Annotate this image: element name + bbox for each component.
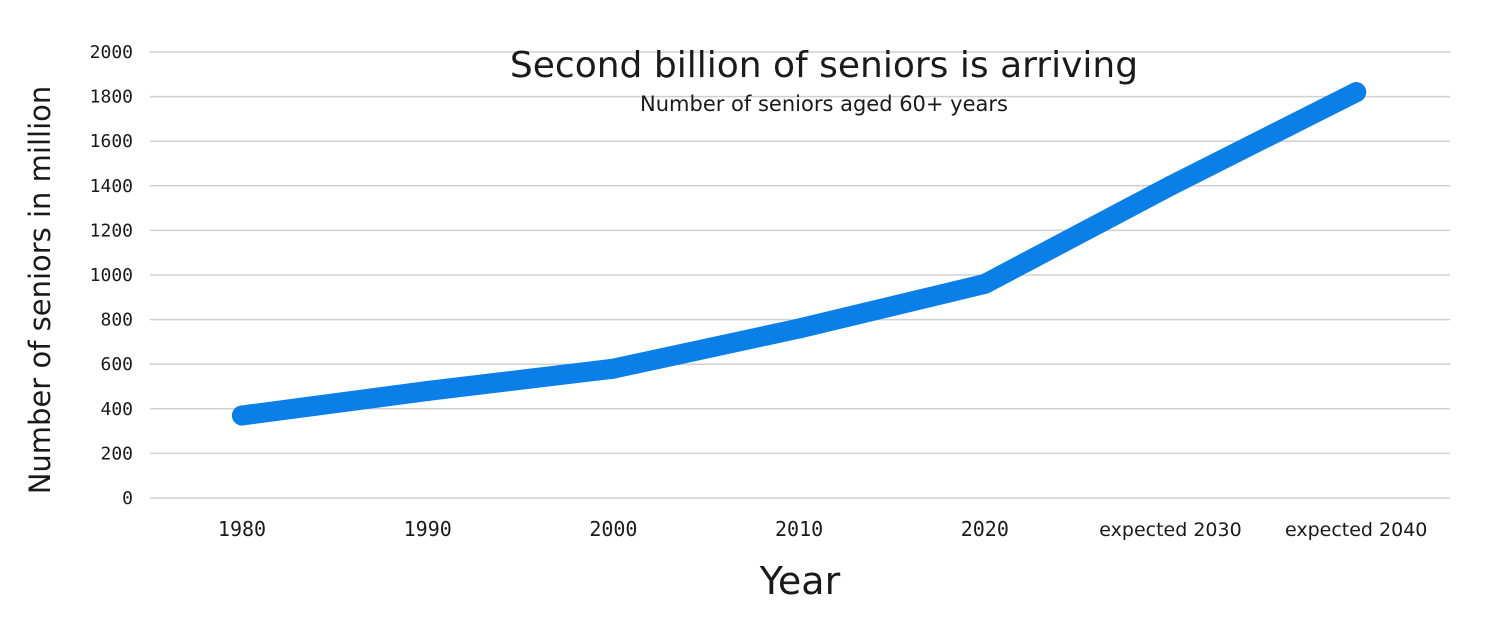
- y-axis-label: Number of seniors in million: [23, 86, 57, 495]
- x-tick-label-3: 2010: [775, 517, 823, 541]
- y-tick-label-1800: 1800: [90, 87, 133, 108]
- x-tick-labels: 1980 1990 2000 2010 2020 expected 2030 expecte…: [218, 517, 1427, 541]
- data-point-2020: [974, 273, 995, 294]
- y-tick-label-2000: 2000: [90, 42, 133, 63]
- data-point-expected-2040: [1346, 82, 1367, 103]
- y-tick-label-1200: 1200: [90, 220, 133, 241]
- y-tick-label-200: 200: [100, 443, 133, 464]
- data-point-1990: [417, 380, 438, 401]
- x-tick-label-5: expected 2030: [1099, 519, 1241, 541]
- x-tick-label-4: 2020: [961, 517, 1009, 541]
- series-layer: [232, 82, 1367, 426]
- data-point-2010: [789, 318, 810, 339]
- data-point-expected-2030: [1160, 175, 1181, 196]
- data-point-2000: [603, 358, 624, 379]
- chart-title: Second billion of seniors is arriving: [510, 45, 1138, 86]
- x-axis-label: Year: [759, 559, 841, 603]
- y-tick-label-800: 800: [100, 310, 133, 331]
- x-tick-label-6: expected 2040: [1285, 519, 1427, 541]
- y-tick-label-400: 400: [100, 399, 133, 420]
- y-tick-label-1400: 1400: [90, 176, 133, 197]
- y-tick-label-600: 600: [100, 354, 133, 375]
- chart-subtitle: Number of seniors aged 60+ years: [640, 92, 1008, 116]
- y-tick-labels: 0 200 400 600 800 1000 1200 1400 1600 1800 2000: [90, 42, 133, 509]
- x-tick-label-0: 1980: [218, 517, 266, 541]
- data-point-1980: [232, 405, 252, 426]
- y-tick-label-0: 0: [122, 488, 133, 509]
- y-tick-label-1000: 1000: [90, 265, 133, 286]
- grid-lines: [150, 51, 1450, 499]
- x-tick-label-2: 2000: [589, 517, 637, 541]
- x-tick-label-1: 1990: [404, 517, 452, 541]
- y-tick-label-1600: 1600: [90, 131, 133, 152]
